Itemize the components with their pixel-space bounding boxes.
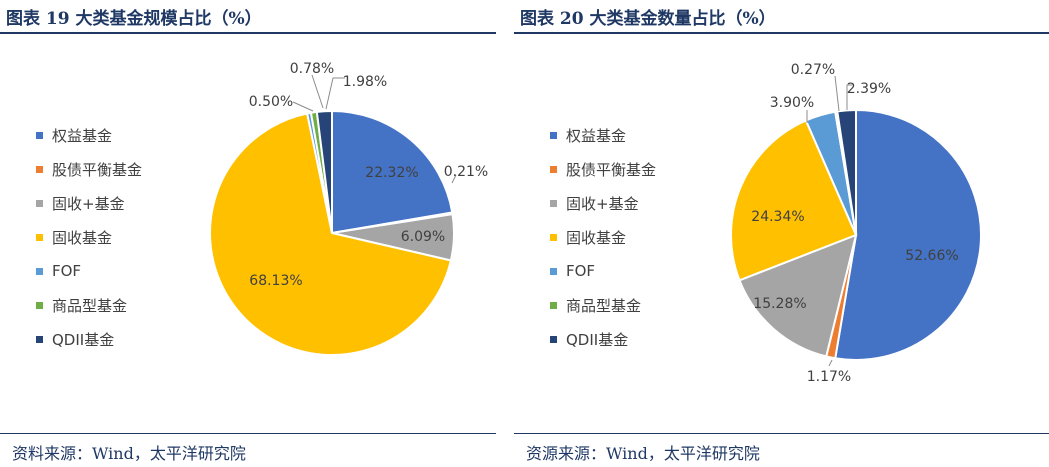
- leader-line: [451, 174, 457, 184]
- data-label: 15.28%: [753, 296, 806, 312]
- legend-item: 股债平衡基金: [36, 152, 142, 186]
- leader-line: [834, 75, 840, 112]
- legend-swatch: [36, 131, 43, 139]
- legend-label: 商品型基金: [52, 296, 128, 315]
- legend-swatch: [36, 301, 43, 309]
- leader-line: [311, 74, 324, 109]
- legend-swatch: [550, 233, 557, 241]
- title-rule: [0, 32, 496, 34]
- pie-chart: 52.66% 1.17% 15.28% 24.34% 3.90% 0.27% 2.39%: [730, 62, 982, 385]
- legend-swatch: [550, 131, 557, 139]
- legend-swatch: [36, 335, 43, 343]
- chart-legend: 权益基金股债平衡基金 固收+基金固收基金 FOF 商品型基金 QDII基金: [550, 118, 656, 356]
- legend-swatch: [36, 267, 43, 275]
- data-label: 68.13%: [249, 273, 302, 289]
- legend-item: 权益基金: [550, 118, 656, 152]
- chart-source: 资料来源：Wind，太平洋研究院: [12, 444, 246, 463]
- legend-label: 固收基金: [566, 228, 627, 247]
- legend-swatch: [550, 267, 557, 275]
- chart-legend: 权益基金股债平衡基金 固收+基金固收基金 FOF 商品型基金 QDII基金: [36, 118, 142, 356]
- data-label: 0.78%: [290, 61, 334, 77]
- legend-item: 固收基金: [36, 220, 142, 254]
- data-label: 1.17%: [807, 369, 851, 385]
- chart-title: 图表 19 大类基金规模占比（%）: [6, 9, 262, 29]
- data-label: 22.32%: [365, 165, 418, 181]
- pie-slice: [331, 109, 454, 235]
- data-label: 52.66%: [905, 248, 958, 264]
- legend-swatch: [550, 199, 557, 207]
- legend-item: QDII基金: [36, 322, 142, 356]
- pie-slice: [209, 112, 453, 356]
- pie-slice: [836, 108, 857, 236]
- legend-label: 股债平衡基金: [566, 160, 657, 179]
- leader-line: [292, 101, 314, 112]
- legend-item: FOF: [36, 254, 142, 288]
- legend-item: 固收+基金: [550, 186, 656, 220]
- legend-swatch: [550, 301, 557, 309]
- legend-item: 权益基金: [36, 118, 142, 152]
- legend-label: QDII基金: [566, 330, 629, 349]
- legend-label: 商品型基金: [566, 296, 642, 315]
- data-label: 2.39%: [847, 81, 891, 97]
- legend-swatch: [36, 233, 43, 241]
- legend-label: QDII基金: [52, 330, 115, 349]
- legend-swatch: [550, 335, 557, 343]
- legend-item: QDII基金: [550, 322, 656, 356]
- legend-label: 固收+基金: [566, 194, 639, 213]
- pie-slice: [738, 233, 858, 358]
- data-label: 6.09%: [401, 229, 445, 245]
- data-label: 24.34%: [751, 209, 804, 225]
- legend-label: 固收+基金: [52, 194, 125, 213]
- pie-slice: [315, 109, 333, 234]
- legend-label: 股债平衡基金: [52, 160, 143, 179]
- legend-label: 权益基金: [52, 126, 113, 145]
- legend-item: 商品型基金: [36, 288, 142, 322]
- legend-swatch: [550, 165, 557, 173]
- legend-item: FOF: [550, 254, 656, 288]
- legend-label: 权益基金: [566, 126, 627, 145]
- legend-label: FOF: [566, 262, 596, 280]
- chart-panel-count: 图表 20 大类基金数量占比（%） 权益基金股债平衡基金 固收+基金固收基金 FOF…: [514, 0, 1049, 467]
- data-label: 0.21%: [444, 164, 488, 180]
- source-rule: [0, 433, 496, 434]
- data-label: 3.90%: [770, 95, 814, 111]
- chart-panel-scale: 图表 19 大类基金规模占比（%） 权益基金股债平衡基金 固收+基金固收基金 FOF…: [0, 0, 496, 467]
- leader-line: [846, 84, 852, 110]
- data-label: 0.50%: [249, 94, 293, 110]
- leader-line: [828, 359, 833, 367]
- legend-swatch: [36, 165, 43, 173]
- chart-title: 图表 20 大类基金数量占比（%）: [520, 9, 776, 29]
- legend-label: 固收基金: [52, 228, 113, 247]
- legend-label: FOF: [52, 262, 82, 280]
- data-label: 1.98%: [343, 74, 387, 90]
- leader-line: [325, 77, 345, 110]
- legend-item: 固收基金: [550, 220, 656, 254]
- pie-slice: [834, 108, 982, 361]
- pie-chart: 22.32% 0.21% 6.09% 68.13% 0.50% 0.78% 1.98%: [209, 61, 488, 356]
- legend-item: 股债平衡基金: [550, 152, 656, 186]
- legend-item: 固收+基金: [36, 186, 142, 220]
- source-rule: [514, 433, 1049, 434]
- legend-item: 商品型基金: [550, 288, 656, 322]
- legend-swatch: [36, 199, 43, 207]
- chart-source: 资源来源：Wind，太平洋研究院: [526, 444, 760, 463]
- pie-slice: [730, 119, 858, 282]
- title-rule: [514, 32, 1049, 34]
- data-label: 0.27%: [791, 62, 835, 78]
